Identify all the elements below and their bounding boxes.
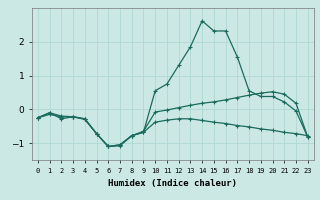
X-axis label: Humidex (Indice chaleur): Humidex (Indice chaleur) xyxy=(108,179,237,188)
